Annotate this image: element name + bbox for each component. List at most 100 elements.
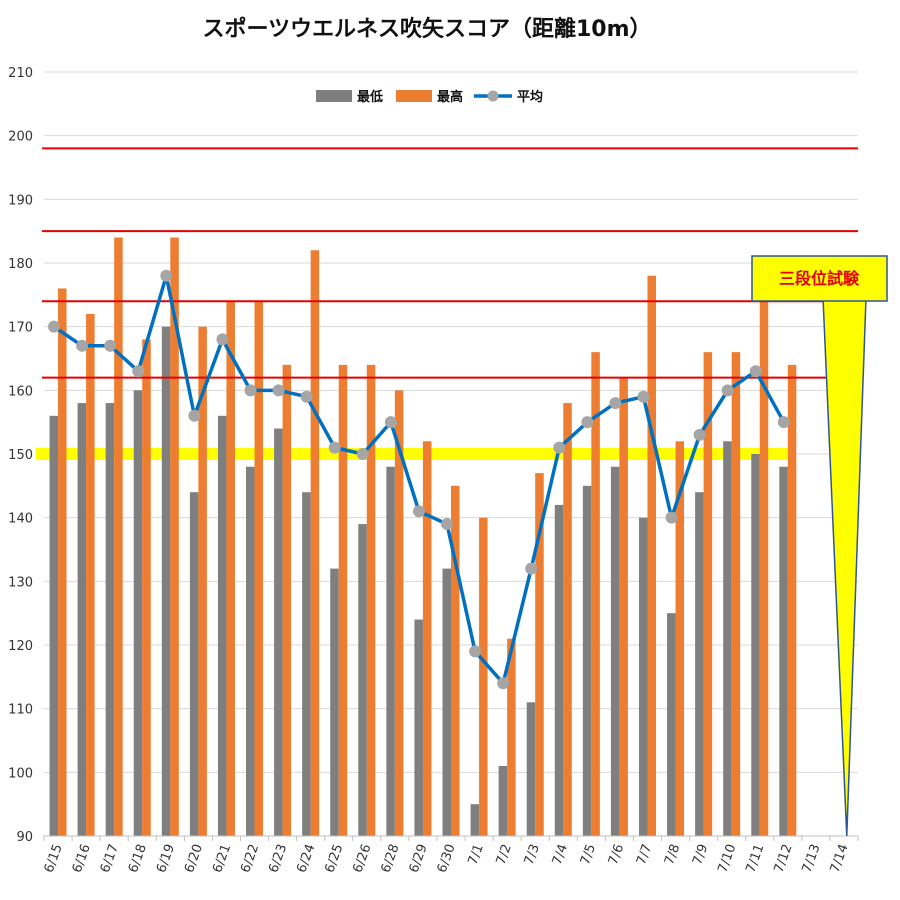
average-point bbox=[609, 397, 622, 410]
callout: 三段位試験 bbox=[751, 255, 888, 837]
y-tick-label: 100 bbox=[8, 766, 33, 781]
x-tick-label: 7/6 bbox=[606, 842, 627, 867]
y-tick-label: 130 bbox=[8, 575, 33, 590]
bar-max bbox=[142, 339, 151, 836]
bar-max bbox=[394, 390, 404, 836]
bar-min bbox=[330, 568, 339, 836]
average-point bbox=[497, 677, 510, 690]
bar-max bbox=[310, 250, 320, 836]
bar-min bbox=[638, 517, 648, 836]
y-tick-label: 160 bbox=[8, 384, 33, 399]
x-tick-label: 7/7 bbox=[634, 842, 655, 867]
y-tick-label: 170 bbox=[8, 321, 33, 336]
average-point bbox=[525, 562, 538, 575]
average-point bbox=[777, 416, 790, 429]
legend: 最低 最高 平均 bbox=[316, 89, 543, 105]
bar-max bbox=[507, 638, 516, 836]
x-tick-label: 7/11 bbox=[743, 842, 767, 875]
x-tick-label: 7/8 bbox=[662, 842, 683, 867]
bar-min bbox=[189, 492, 199, 836]
bar-max bbox=[226, 301, 235, 836]
x-tick-label: 6/25 bbox=[322, 842, 346, 875]
average-point bbox=[721, 384, 734, 397]
average-point bbox=[132, 365, 145, 378]
bar-min bbox=[554, 504, 564, 836]
x-tick-label: 6/28 bbox=[379, 842, 403, 875]
x-tick-label: 6/22 bbox=[238, 842, 262, 875]
x-tick-label: 6/23 bbox=[266, 842, 290, 875]
y-tick-label: 140 bbox=[8, 512, 33, 527]
x-tick-label: 7/12 bbox=[772, 842, 796, 875]
bar-min bbox=[470, 804, 480, 836]
x-tick-label: 6/19 bbox=[154, 842, 178, 875]
x-tick-label: 7/5 bbox=[578, 842, 599, 867]
bar-max bbox=[338, 364, 348, 836]
average-point bbox=[553, 441, 566, 454]
bar-min bbox=[105, 403, 115, 836]
average-point bbox=[356, 448, 369, 460]
y-tick-label: 150 bbox=[8, 448, 33, 463]
average-point bbox=[104, 339, 117, 352]
bar-max bbox=[619, 377, 628, 836]
bar-max bbox=[787, 364, 797, 836]
average-point bbox=[637, 390, 650, 403]
x-tick-label: 6/30 bbox=[435, 842, 459, 875]
bar-max bbox=[170, 237, 179, 837]
average-point bbox=[693, 428, 706, 441]
average-point bbox=[384, 416, 397, 429]
average-point bbox=[188, 409, 201, 422]
average-point bbox=[272, 384, 285, 397]
chart-title: スポーツウエルネス吹矢スコア（距離10m） bbox=[202, 16, 651, 42]
average-point bbox=[160, 269, 173, 282]
legend-label-avg: 平均 bbox=[517, 89, 543, 105]
x-tick-label: 7/9 bbox=[690, 842, 711, 867]
bar-min bbox=[49, 415, 59, 836]
average-point bbox=[48, 320, 61, 333]
x-tick-label: 6/17 bbox=[98, 842, 122, 875]
bar-max bbox=[422, 441, 432, 836]
x-tick-label: 6/15 bbox=[42, 842, 66, 875]
y-tick-label: 90 bbox=[16, 830, 33, 845]
x-tick-label: 6/24 bbox=[294, 842, 318, 875]
bar-min bbox=[246, 466, 255, 836]
legend-swatch-min bbox=[316, 90, 352, 102]
bar-max bbox=[591, 352, 600, 836]
bar-min bbox=[582, 485, 592, 836]
bar-series bbox=[49, 237, 797, 837]
bar-min bbox=[695, 492, 704, 836]
average-point bbox=[665, 511, 678, 524]
average-point bbox=[244, 384, 257, 397]
y-tick-label: 200 bbox=[8, 130, 33, 145]
legend-swatch-max bbox=[396, 90, 432, 102]
bar-min bbox=[751, 454, 760, 836]
bar-min bbox=[217, 415, 227, 836]
x-tick-label: 7/3 bbox=[522, 842, 543, 867]
bar-max bbox=[479, 517, 488, 836]
bar-max bbox=[647, 275, 656, 836]
x-tick-label: 7/14 bbox=[828, 842, 852, 875]
average-point bbox=[749, 365, 762, 378]
bar-min bbox=[723, 441, 732, 836]
bar-max bbox=[86, 313, 95, 836]
bar-min bbox=[667, 613, 676, 836]
legend-label-max: 最高 bbox=[437, 89, 463, 105]
bar-max bbox=[675, 441, 685, 836]
average-point bbox=[412, 505, 425, 518]
bar-max bbox=[731, 352, 741, 836]
y-tick-label: 210 bbox=[8, 66, 33, 81]
bar-max bbox=[198, 326, 207, 836]
average-point bbox=[441, 518, 453, 531]
x-tick-label: 7/1 bbox=[466, 842, 487, 867]
average-point bbox=[581, 416, 594, 429]
bar-min bbox=[77, 403, 87, 836]
x-tick-label: 6/18 bbox=[126, 842, 150, 875]
x-tick-label: 6/29 bbox=[407, 842, 431, 875]
bar-max bbox=[282, 364, 292, 836]
bar-max bbox=[58, 288, 67, 836]
y-tick-label: 190 bbox=[8, 193, 33, 208]
line-series bbox=[48, 269, 790, 690]
bar-min bbox=[133, 390, 143, 836]
bar-min bbox=[779, 466, 788, 836]
bar-min bbox=[498, 765, 508, 836]
